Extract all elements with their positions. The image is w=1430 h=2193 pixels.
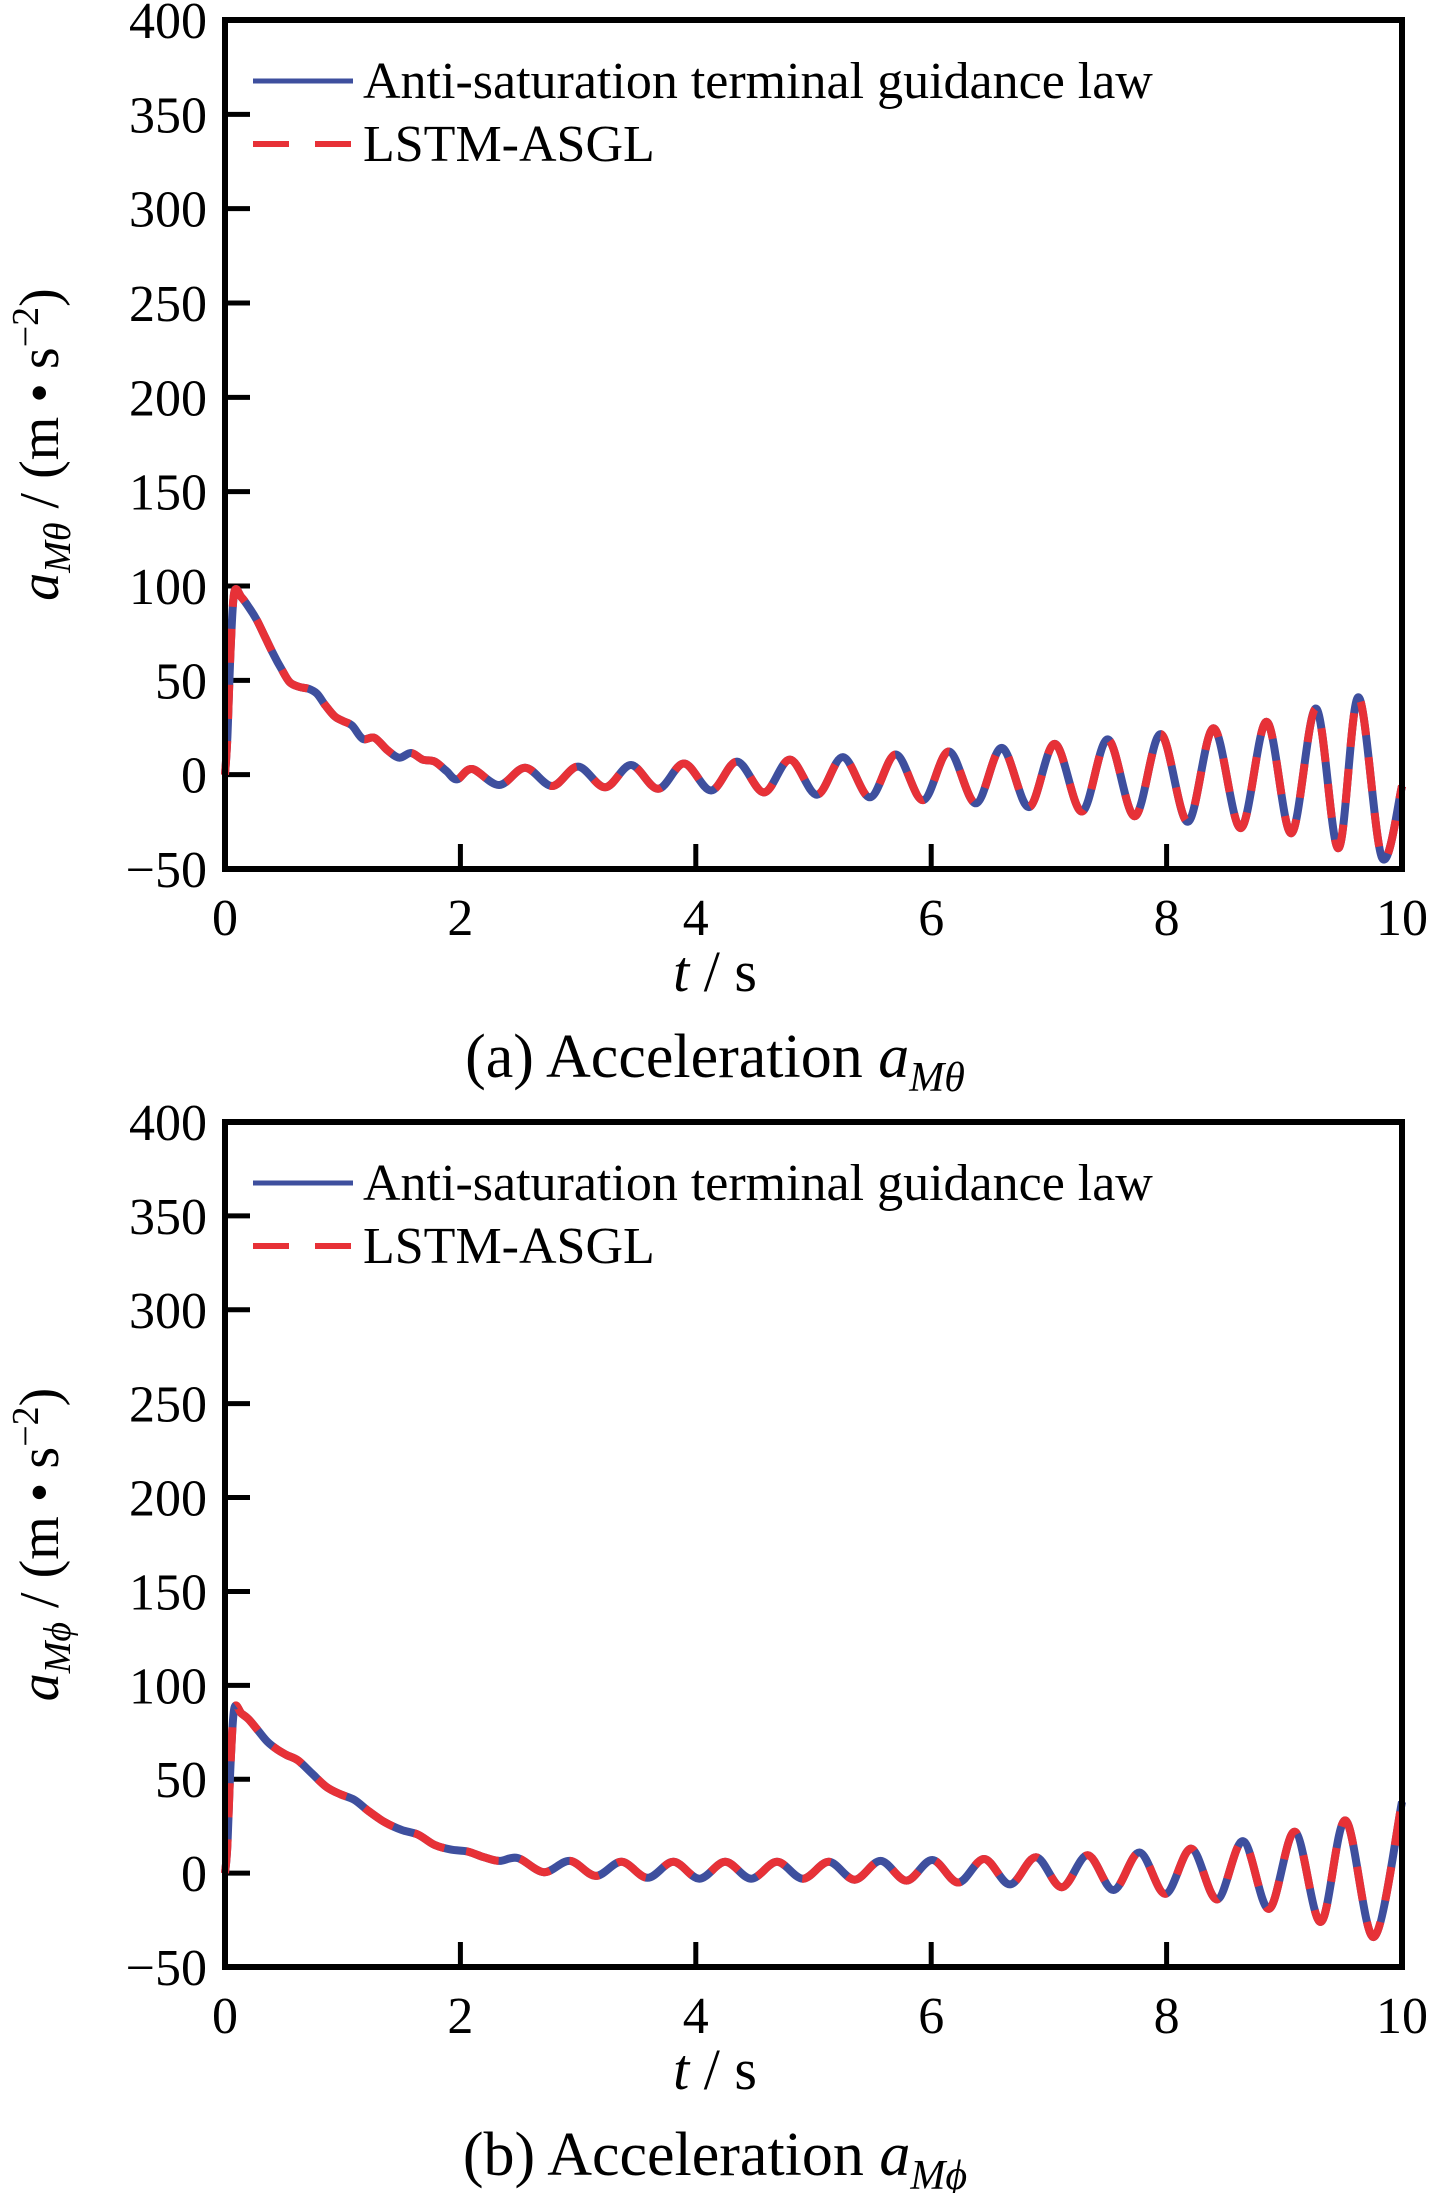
y-tick-label: 400 (129, 1095, 207, 1152)
x-tick-label: 2 (447, 890, 473, 947)
x-tick-label: 4 (683, 890, 709, 947)
y-tick-label: 50 (155, 1752, 207, 1809)
plot-frame (222, 1119, 1405, 1970)
y-tick-label: 250 (129, 1377, 207, 1434)
text-fragment: / s (689, 2037, 757, 2102)
x-tick-label: 4 (683, 1988, 709, 2045)
text-fragment: Mϕ (909, 2153, 967, 2193)
x-tick-label: 10 (1376, 890, 1428, 947)
y-tick-label: 100 (129, 1658, 207, 1715)
y-tick-label: 50 (155, 653, 207, 710)
y-axis-label: aMϕ / (m • s−2) (5, 1388, 79, 1702)
y-axis-label: aMθ / (m • s−2) (5, 288, 79, 601)
text-fragment: / s (689, 939, 757, 1004)
plot-frame (222, 17, 1405, 872)
text-fragment: (b) Acceleration (463, 2121, 880, 2189)
legend-label: LSTM-ASGL (363, 1218, 655, 1275)
series-line-lstm-asgl (221, 585, 1406, 864)
legend: Anti-saturation terminal guidance law LST… (253, 1155, 1153, 1275)
y-tick-label: −50 (126, 842, 207, 899)
y-tick-label: 150 (129, 465, 207, 522)
y-tick-label: 350 (129, 87, 207, 144)
y-tick-label: 350 (129, 1189, 207, 1246)
y-tick-label: 300 (129, 182, 207, 239)
x-tick-label: 8 (1154, 890, 1180, 947)
text-fragment: (a) Acceleration (465, 1023, 878, 1091)
panel-caption: (b) Acceleration aMϕ (463, 2121, 967, 2193)
y-tick-label: 250 (129, 276, 207, 333)
y-tick-label: 0 (181, 1846, 207, 1903)
text-fragment: a (879, 2121, 910, 2189)
x-tick-label: 6 (918, 890, 944, 947)
y-tick-label: 300 (129, 1283, 207, 1340)
text-fragment: a (9, 1673, 71, 1701)
text-fragment: t (673, 2037, 691, 2102)
x-tick-label: 8 (1154, 1988, 1180, 2045)
panel-caption: (a) Acceleration aMθ (465, 1023, 965, 1101)
x-tick-label: 2 (447, 1988, 473, 2045)
y-tick-label: 100 (129, 559, 207, 616)
text-fragment: a (9, 573, 71, 601)
series-line-anti-saturation (221, 1701, 1406, 1942)
legend: Anti-saturation terminal guidance law LST… (253, 53, 1153, 173)
y-tick-label: 0 (181, 748, 207, 805)
y-tick-label: 200 (129, 370, 207, 427)
text-fragment: / (m • s (9, 1447, 71, 1622)
legend-label: Anti-saturation terminal guidance law (363, 1155, 1153, 1212)
y-tick-label: 200 (129, 1471, 207, 1528)
text-fragment: ) (9, 288, 71, 307)
y-tick-label: 400 (129, 0, 207, 50)
x-tick-label: 0 (212, 1988, 238, 2045)
y-tick-label: −50 (126, 1940, 207, 1997)
x-tick-label: 0 (212, 890, 238, 947)
series-line-anti-saturation (221, 585, 1406, 864)
legend-label: Anti-saturation terminal guidance law (363, 53, 1153, 110)
text-fragment: Mθ (908, 1055, 965, 1101)
text-fragment: Mϕ (37, 1622, 79, 1674)
y-tick-label: 150 (129, 1564, 207, 1621)
legend-label: LSTM-ASGL (363, 116, 655, 173)
text-fragment: t (673, 939, 691, 1004)
x-axis-label: t / s (673, 2037, 757, 2102)
x-axis-label: t / s (673, 939, 757, 1004)
text-fragment: Mθ (37, 522, 79, 573)
text-fragment: a (878, 1023, 909, 1091)
text-fragment: −2 (5, 307, 47, 347)
text-fragment: ) (9, 1388, 71, 1407)
text-fragment: −2 (5, 1406, 47, 1446)
text-fragment: / (m • s (9, 347, 71, 522)
x-tick-label: 10 (1376, 1988, 1428, 2045)
series-line-lstm-asgl (221, 1701, 1406, 1942)
x-tick-label: 6 (918, 1988, 944, 2045)
